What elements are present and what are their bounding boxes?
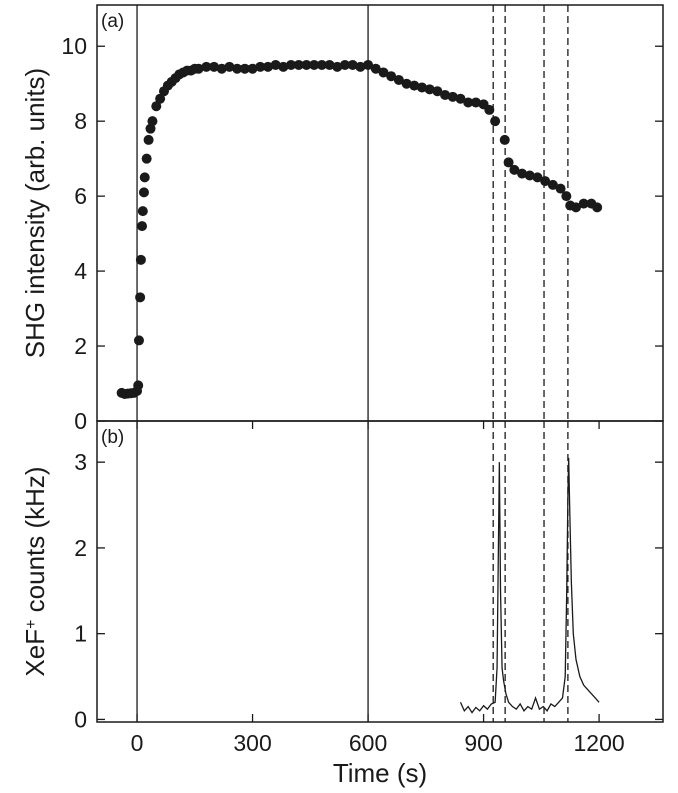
data-point — [155, 93, 166, 104]
data-point — [239, 63, 250, 74]
y-tick-label: 3 — [74, 449, 87, 475]
data-point — [393, 74, 404, 85]
x-tick-label: 900 — [464, 730, 502, 756]
data-point — [578, 198, 589, 209]
data-point — [133, 380, 144, 391]
data-point — [301, 59, 312, 70]
data-point — [455, 93, 466, 104]
y-axis-label: XeF+ counts (kHz) — [20, 466, 50, 676]
data-point — [316, 59, 327, 70]
data-point — [524, 170, 535, 181]
y-axis-label-part: + — [23, 620, 40, 629]
data-point — [470, 97, 481, 108]
y-axis-label-part: XeF — [20, 629, 50, 677]
data-point — [409, 80, 420, 91]
data-point — [209, 61, 220, 72]
data-point — [503, 157, 514, 168]
data-point — [532, 172, 543, 183]
data-point — [151, 101, 162, 112]
panel-label: (a) — [101, 11, 124, 32]
data-point — [135, 292, 146, 303]
data-point — [147, 116, 158, 127]
data-point — [293, 59, 304, 70]
y-tick-label: 0 — [74, 408, 87, 434]
x-tick-label: 300 — [233, 730, 271, 756]
x-axis-label: Time (s) — [333, 758, 427, 788]
data-point — [355, 61, 366, 72]
data-point — [440, 89, 451, 100]
data-point — [540, 176, 551, 187]
data-point — [484, 104, 495, 115]
plot-frame — [96, 420, 664, 723]
data-point — [332, 61, 343, 72]
data-point — [547, 179, 558, 190]
data-point — [370, 63, 381, 74]
data-point — [592, 202, 603, 213]
data-point — [570, 202, 581, 213]
y-tick-label: 2 — [74, 535, 87, 561]
data-point — [278, 61, 289, 72]
y-axis-label: SHG intensity (arb. units) — [20, 68, 50, 358]
data-point — [499, 134, 510, 145]
data-point — [339, 59, 350, 70]
data-point — [145, 123, 156, 134]
y-tick-label: 1 — [74, 621, 87, 647]
data-point — [143, 134, 154, 145]
data-point — [262, 61, 273, 72]
x-tick-label: 1200 — [573, 730, 624, 756]
data-point — [555, 183, 566, 194]
data-point — [416, 82, 427, 93]
data-point — [561, 191, 572, 202]
data-point — [401, 78, 412, 89]
y-tick-label: 8 — [74, 108, 87, 134]
data-point — [363, 59, 374, 70]
y-tick-label: 10 — [61, 33, 87, 59]
data-point — [286, 59, 297, 70]
data-point — [509, 164, 520, 175]
data-point — [137, 206, 148, 217]
data-point — [378, 67, 389, 78]
data-point — [432, 86, 443, 97]
data-point — [247, 63, 258, 74]
data-point — [137, 221, 148, 232]
data-point — [201, 61, 212, 72]
data-point — [224, 61, 235, 72]
data-point — [193, 63, 204, 74]
data-point — [347, 59, 358, 70]
data-point — [386, 71, 397, 82]
data-point — [424, 84, 435, 95]
y-tick-label: 2 — [74, 333, 87, 359]
data-point — [270, 59, 281, 70]
data-point — [139, 172, 150, 183]
data-point — [324, 59, 335, 70]
y-tick-label: 4 — [74, 258, 87, 284]
data-point — [216, 63, 227, 74]
data-line — [459, 457, 600, 714]
x-tick-label: 0 — [131, 730, 144, 756]
x-tick-label: 600 — [349, 730, 387, 756]
data-point — [490, 116, 501, 127]
data-point — [517, 168, 528, 179]
y-axis-label-part: counts (kHz) — [20, 466, 50, 619]
data-point — [463, 97, 474, 108]
y-tick-label: 0 — [74, 706, 87, 732]
data-point — [309, 59, 320, 70]
data-point — [135, 254, 146, 265]
data-point — [255, 61, 266, 72]
data-point — [138, 187, 149, 198]
data-point — [141, 153, 152, 164]
data-point — [447, 91, 458, 102]
y-tick-label: 6 — [74, 183, 87, 209]
panel-label: (b) — [101, 427, 124, 448]
data-point — [133, 335, 144, 346]
data-point — [232, 63, 243, 74]
